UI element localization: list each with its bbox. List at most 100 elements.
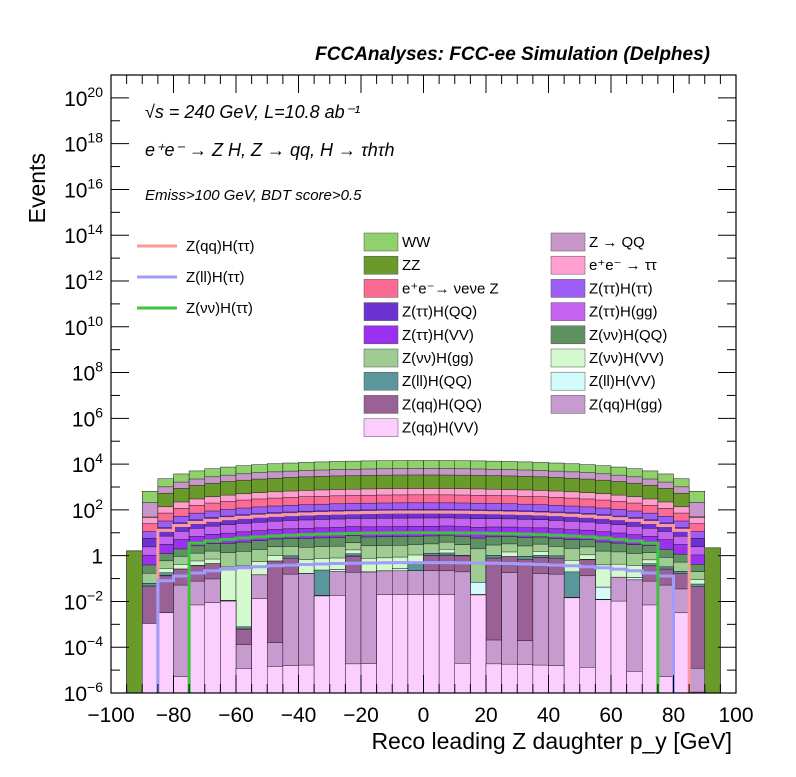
- legend: Z(qq)H(ττ) Z(ll)H(ττ) Z(νν)H(ττ) WW ZZ e⁺e⁻→ …: [137, 232, 667, 437]
- bar-z-qq-h-vv: [142, 623, 159, 694]
- legend-swatch-zz: [363, 255, 399, 275]
- legend-label-z-h-qq: Z(ττ)H(QQ): [402, 304, 477, 321]
- bar-z-qq-h-vv: [345, 663, 362, 694]
- legend-label-z-ll-h: Z(ll)H(ττ): [186, 269, 245, 286]
- x-tick-label: −60: [218, 704, 254, 727]
- y-tick-label: 1012: [64, 267, 103, 294]
- x-tick-label: 40: [537, 704, 560, 727]
- bar-z-qq-h-vv: [485, 663, 502, 694]
- y-tick-label: 1: [91, 546, 103, 569]
- legend-swatch-ww: [363, 232, 399, 252]
- bar-z-qq-h-vv: [392, 594, 409, 694]
- signal-line-z-qq-h: [156, 510, 691, 693]
- bar-z-qq-h-vv: [626, 671, 643, 694]
- bar-z-qq-h-vv: [595, 599, 612, 694]
- x-tick-label: 100: [718, 704, 753, 727]
- legend-label-z-ll-h-vv: Z(ll)H(VV): [589, 373, 656, 390]
- legend-swatch-z-qq-h-vv: [363, 418, 399, 437]
- legend-swatch-z-qq-h-gg: [550, 395, 586, 414]
- legend-label-z-h: Z(νν)H(ττ): [186, 300, 253, 317]
- legend-label-z-h: Z(ττ)H(ττ): [589, 280, 653, 297]
- x-tick-label: 80: [662, 704, 685, 727]
- legend-label-z-h-vv: Z(νν)H(VV): [589, 350, 664, 367]
- bar-z-qq-h-vv: [376, 594, 393, 694]
- bar-z-qq-h-vv: [188, 604, 205, 694]
- info-line-process: e⁺e⁻ → Z H, Z → qq, H → τhτh: [145, 140, 395, 160]
- bar-z-qq-h-vv: [657, 676, 674, 694]
- legend-label-e-e-e-e-z: e⁺e⁻→ νeνe Z: [402, 280, 499, 297]
- y-tick-label: 1016: [64, 175, 103, 202]
- bar-z-qq-h-vv: [610, 600, 627, 694]
- y-tick-label: 102: [72, 496, 103, 523]
- y-tick-label: 106: [72, 404, 103, 431]
- bar-z-qq-h-vv: [251, 598, 268, 694]
- bar-z-qq-h-vv: [454, 663, 471, 694]
- legend-swatch-z-h-gg: [363, 348, 399, 368]
- legend-label-z-qq-h: Z(qq)H(ττ): [186, 238, 255, 255]
- legend-label-z-h-gg: Z(νν)H(gg): [402, 350, 474, 367]
- legend-label-z-qq-h-qq: Z(qq)H(QQ): [402, 396, 482, 413]
- legend-label-z-qq-h-gg: Z(qq)H(gg): [589, 396, 662, 413]
- y-tick-label: 1018: [64, 130, 103, 157]
- bar-z-qq-h-vv: [220, 600, 237, 694]
- legend-label-e-e: e⁺e⁻ → ττ: [589, 257, 657, 274]
- bar-z-qq-h-vv: [329, 595, 346, 694]
- legend-label-z-qq-h-vv: Z(qq)H(VV): [402, 420, 479, 437]
- legend-swatch-z-h-qq: [363, 302, 399, 321]
- bar-z-qq-h-gg: [688, 668, 705, 694]
- bar-z-qq-h-vv: [298, 664, 315, 694]
- bar-z-qq-h-vv: [548, 665, 565, 694]
- bar-z-qq-h-vv: [282, 665, 299, 694]
- bar-z-qq-h-vv: [501, 663, 518, 694]
- bar-z-qq-h-vv: [313, 595, 330, 694]
- bar-z-qq-h-vv: [235, 668, 252, 694]
- x-tick-label: −20: [343, 704, 379, 727]
- bar-z-qq-h-vv: [173, 676, 190, 694]
- bar-z-qq-h-vv: [423, 594, 440, 694]
- bar-z-qq-h-vv: [204, 602, 221, 694]
- legend-swatch-z-h-vv: [550, 348, 586, 368]
- legend-label-zz: ZZ: [402, 257, 420, 274]
- y-tick-label: 1010: [64, 313, 103, 340]
- x-tick-label: 20: [474, 704, 497, 727]
- y-tick-label: 10−4: [64, 633, 104, 660]
- bar-z-qq-h-vv: [407, 594, 424, 694]
- bar-z-qq-h-vv: [267, 666, 284, 694]
- legend-swatch-z-ll-h-vv: [550, 371, 586, 391]
- info-line-energy: √s = 240 GeV, L=10.8 ab⁻¹: [145, 102, 360, 122]
- x-tick-label: −80: [156, 704, 192, 727]
- bar-z-qq-h-vv: [673, 612, 690, 694]
- info-line-selection: Emiss>100 GeV, BDT score>0.5: [145, 187, 362, 204]
- y-axis-label: Events: [24, 153, 50, 223]
- legend-label-ww: WW: [402, 234, 431, 251]
- legend-swatch-z-h-gg: [550, 302, 586, 321]
- x-tick-label: 60: [599, 704, 622, 727]
- legend-label-z-qq: Z → QQ: [589, 234, 645, 251]
- legend-swatch-z-h: [550, 279, 586, 298]
- legend-swatch-e-e: [550, 255, 586, 275]
- bar-zz: [126, 550, 143, 694]
- bar-z-qq-h-vv: [579, 667, 596, 694]
- bar-z-qq-h-vv: [438, 594, 455, 694]
- legend-swatch-z-h-qq: [550, 325, 586, 345]
- bar-z-qq-h-vv: [532, 664, 549, 694]
- y-tick-label: 1020: [64, 84, 103, 111]
- signal-line-z-ll-h: [156, 561, 675, 693]
- x-tick-label: −40: [281, 704, 317, 727]
- bar-z-qq-h-vv: [563, 597, 580, 694]
- x-tick-label: 0: [418, 704, 430, 727]
- y-tick-label: 1014: [64, 221, 103, 248]
- legend-swatch-z-h-vv: [363, 325, 399, 345]
- bar-z-qq-h-vv: [360, 663, 377, 694]
- y-tick-label: 108: [72, 359, 103, 386]
- bar-z-qq-h-vv: [517, 664, 534, 694]
- legend-swatch-e-e-e-e-z: [363, 279, 399, 298]
- x-tick-label: −100: [87, 704, 134, 727]
- legend-label-z-h-vv: Z(ττ)H(VV): [402, 327, 474, 344]
- plot-area: [126, 460, 721, 694]
- bar-z-qq-h-vv: [157, 612, 174, 694]
- legend-label-z-ll-h-qq: Z(ll)H(QQ): [402, 373, 472, 390]
- bar-z-qq-h-vv: [642, 604, 659, 694]
- legend-swatch-z-ll-h-qq: [363, 371, 399, 391]
- chart-title: FCCAnalyses: FCC-ee Simulation (Delphes): [315, 44, 710, 65]
